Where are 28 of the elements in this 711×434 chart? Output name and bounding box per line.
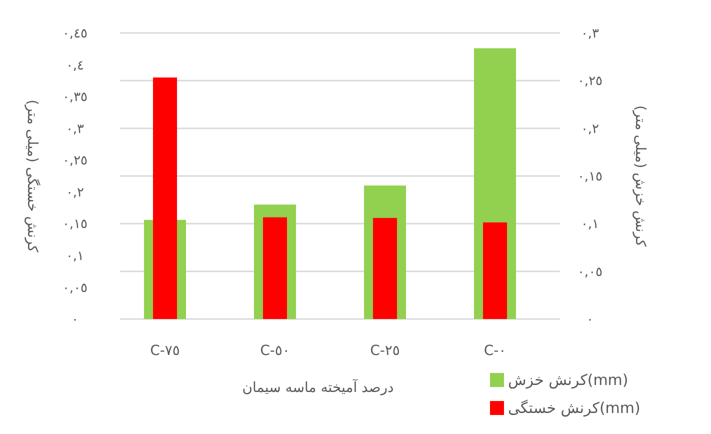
y2-tick-label: ٠,١٥ <box>577 170 603 185</box>
legend-label: کرنش خزش(mm) <box>508 371 628 389</box>
y-tick-label: ٠,٣٥ <box>62 90 88 106</box>
x-axis-title: درصد آمیخته ماسه سیمان <box>242 378 394 396</box>
y-tick-label: ٠,٠٥ <box>62 280 88 296</box>
y2-tick-label: ٠,٠٥ <box>577 264 603 280</box>
y-tick-label: ٠,١ <box>66 248 84 264</box>
y2-tick-label: ٠,٢ <box>580 122 600 137</box>
y2-tick-label: ٠,٢٥ <box>577 74 603 90</box>
y-tick-label: ٠,٢٥ <box>62 154 88 169</box>
x-tick-label: C-٠ <box>484 343 506 359</box>
x-tick-label: C-٧٥ <box>150 343 180 359</box>
x-tick-label: C-٢٥ <box>370 343 400 359</box>
y-tick-label: ٠,٢ <box>66 185 84 200</box>
y-tick-label: ٠,٤ <box>66 58 84 74</box>
bar <box>483 222 507 319</box>
y2-tick-label: ٠,٣ <box>580 26 600 42</box>
x-tick-label: C-٥٠ <box>260 343 290 359</box>
y2-tick-label: ٠,١ <box>580 217 600 232</box>
y2-axis-title: کرنش خزش (میلی متر) <box>632 105 648 248</box>
y-tick-label: ٠,١٥ <box>62 217 88 232</box>
y2-tick-label: ٠ <box>586 312 594 328</box>
y-axis-title: کرنش خستگی (میلی متر) <box>24 100 41 253</box>
bar <box>373 218 397 319</box>
y-tick-label: ٠,٤٥ <box>62 26 88 42</box>
legend-label: کرنش خستگی(mm) <box>508 399 640 417</box>
y-tick-label: ٠,٣ <box>66 122 84 137</box>
y-tick-label: ٠ <box>72 312 78 328</box>
